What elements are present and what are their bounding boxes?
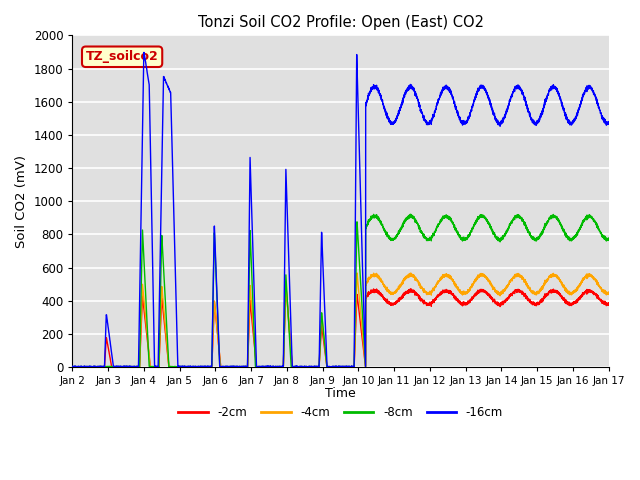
X-axis label: Time: Time — [325, 387, 356, 400]
Title: Tonzi Soil CO2 Profile: Open (East) CO2: Tonzi Soil CO2 Profile: Open (East) CO2 — [198, 15, 484, 30]
Text: TZ_soilco2: TZ_soilco2 — [86, 50, 159, 63]
Legend: -2cm, -4cm, -8cm, -16cm: -2cm, -4cm, -8cm, -16cm — [173, 402, 508, 424]
Y-axis label: Soil CO2 (mV): Soil CO2 (mV) — [15, 155, 28, 248]
